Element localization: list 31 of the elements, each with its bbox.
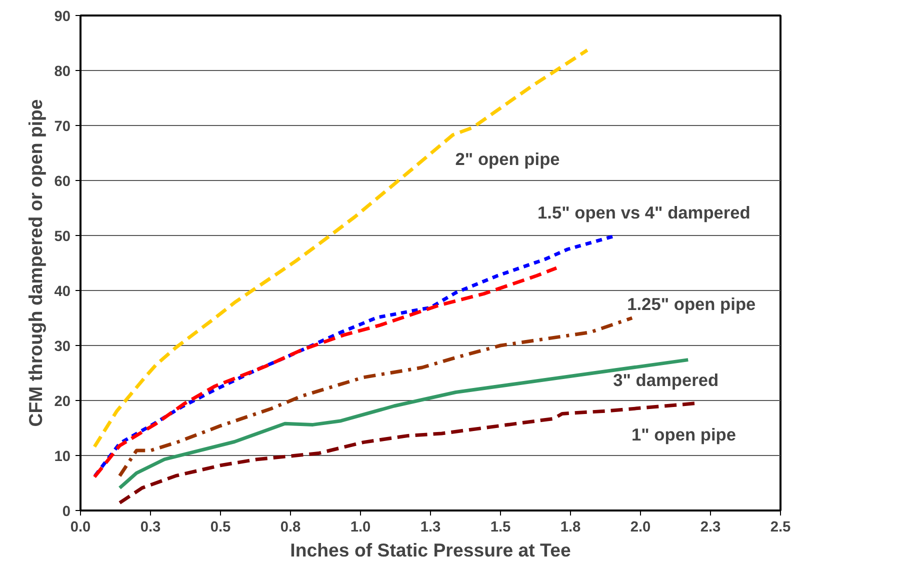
text: 1.5" open vs 4" dampered	[538, 202, 750, 223]
series-label: 1.25" open pipe	[627, 294, 756, 314]
series-label: 1" open pipe	[632, 424, 736, 444]
x-axis-title: Inches of Static Pressure at Tee	[290, 540, 571, 560]
x-tick-label: 1.5	[490, 520, 511, 536]
y-axis-title: CFM through dampered or open pipe	[25, 99, 46, 427]
y-tick-label: 60	[54, 174, 71, 190]
x-tick-label: 0.0	[70, 520, 91, 536]
x-tick-label: 1.8	[560, 520, 581, 536]
x-tick-label: 0.8	[280, 520, 301, 536]
line-series	[93, 234, 614, 478]
x-tick-label: 0.5	[210, 520, 231, 536]
y-tick-label: 40	[54, 284, 71, 300]
x-tick-label: 1.0	[350, 520, 371, 536]
series-label: 2" open pipe	[455, 149, 560, 170]
y-tick-label: 50	[54, 229, 71, 245]
x-tick-label: 1.3	[420, 520, 441, 536]
y-tick-label: 70	[54, 119, 71, 135]
y-tick-label: 30	[54, 339, 71, 355]
line-series	[92, 266, 558, 479]
line-series	[118, 316, 634, 478]
x-tick-label: 2.0	[630, 520, 651, 536]
y-tick-label: 0	[62, 504, 71, 520]
x-tick-label: 2.5	[770, 520, 791, 536]
x-tick-label: 0.3	[140, 520, 161, 536]
y-tick-label: 90	[54, 9, 71, 25]
y-tick-label: 80	[54, 64, 71, 80]
y-tick-label: 10	[54, 449, 71, 465]
x-tick-label: 2.3	[700, 520, 721, 536]
series-label: 3" dampered	[613, 370, 719, 390]
y-tick-label: 20	[54, 394, 71, 410]
